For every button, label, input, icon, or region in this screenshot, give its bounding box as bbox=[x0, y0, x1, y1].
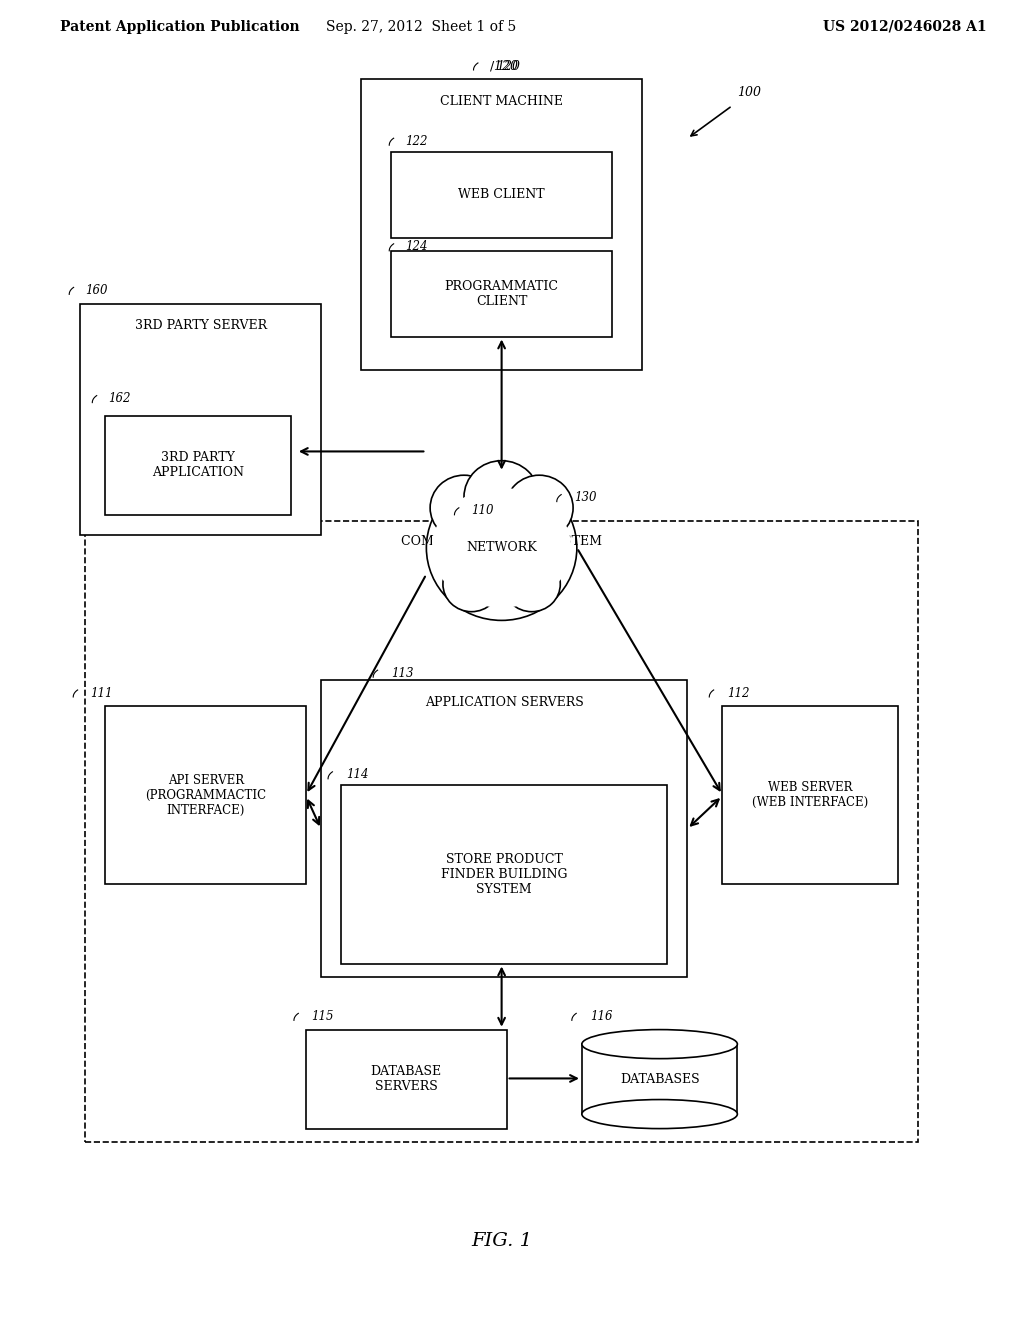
Text: 130: 130 bbox=[573, 491, 596, 504]
Text: NETWORK: NETWORK bbox=[466, 541, 537, 554]
FancyBboxPatch shape bbox=[306, 1030, 507, 1129]
Text: FIG. 1: FIG. 1 bbox=[471, 1232, 532, 1250]
Text: 120: 120 bbox=[497, 59, 520, 73]
FancyBboxPatch shape bbox=[80, 304, 322, 535]
Ellipse shape bbox=[426, 475, 577, 620]
Text: 116: 116 bbox=[590, 1010, 612, 1023]
Text: 3RD PARTY SERVER: 3RD PARTY SERVER bbox=[134, 319, 266, 333]
FancyBboxPatch shape bbox=[341, 785, 668, 964]
FancyBboxPatch shape bbox=[361, 79, 642, 370]
Text: APPLICATION SERVERS: APPLICATION SERVERS bbox=[425, 696, 584, 709]
Text: DATABASE
SERVERS: DATABASE SERVERS bbox=[371, 1065, 442, 1093]
Text: 160: 160 bbox=[85, 284, 108, 297]
Ellipse shape bbox=[443, 557, 500, 611]
Text: 3RD PARTY
APPLICATION: 3RD PARTY APPLICATION bbox=[153, 451, 244, 479]
Text: 110: 110 bbox=[471, 504, 494, 517]
FancyBboxPatch shape bbox=[322, 680, 687, 977]
Text: CLIENT MACHINE: CLIENT MACHINE bbox=[440, 95, 563, 108]
Text: COMMERCE SERVER SYSTEM: COMMERCE SERVER SYSTEM bbox=[401, 535, 602, 548]
Text: DATABASES: DATABASES bbox=[620, 1073, 699, 1085]
Text: API SERVER
(PROGRAMMACTIC
INTERFACE): API SERVER (PROGRAMMACTIC INTERFACE) bbox=[145, 774, 266, 817]
Text: 114: 114 bbox=[346, 768, 369, 781]
Ellipse shape bbox=[503, 557, 560, 611]
FancyBboxPatch shape bbox=[391, 152, 612, 238]
Ellipse shape bbox=[430, 475, 498, 541]
Ellipse shape bbox=[582, 1100, 737, 1129]
Text: PROGRAMMATIC
CLIENT: PROGRAMMATIC CLIENT bbox=[444, 280, 559, 308]
Text: US 2012/0246028 A1: US 2012/0246028 A1 bbox=[822, 20, 986, 34]
Ellipse shape bbox=[432, 488, 571, 607]
Text: 113: 113 bbox=[391, 667, 414, 680]
FancyBboxPatch shape bbox=[105, 706, 306, 884]
FancyBboxPatch shape bbox=[582, 1044, 737, 1114]
Text: 111: 111 bbox=[90, 686, 113, 700]
Text: $\mathsf{/}$120: $\mathsf{/}$120 bbox=[488, 58, 518, 73]
FancyBboxPatch shape bbox=[391, 251, 612, 337]
FancyBboxPatch shape bbox=[105, 416, 291, 515]
Text: 112: 112 bbox=[727, 686, 750, 700]
Text: 100: 100 bbox=[737, 86, 762, 99]
Text: Patent Application Publication: Patent Application Publication bbox=[60, 20, 300, 34]
Text: 115: 115 bbox=[311, 1010, 334, 1023]
Text: 162: 162 bbox=[109, 392, 131, 405]
Ellipse shape bbox=[464, 461, 540, 533]
Ellipse shape bbox=[582, 1030, 737, 1059]
FancyBboxPatch shape bbox=[722, 706, 898, 884]
Text: 124: 124 bbox=[406, 240, 428, 253]
Text: 122: 122 bbox=[406, 135, 428, 148]
Text: STORE PRODUCT
FINDER BUILDING
SYSTEM: STORE PRODUCT FINDER BUILDING SYSTEM bbox=[441, 853, 567, 896]
Text: WEB SERVER
(WEB INTERFACE): WEB SERVER (WEB INTERFACE) bbox=[752, 781, 868, 809]
Text: Sep. 27, 2012  Sheet 1 of 5: Sep. 27, 2012 Sheet 1 of 5 bbox=[327, 20, 516, 34]
Text: WEB CLIENT: WEB CLIENT bbox=[459, 189, 545, 201]
Ellipse shape bbox=[506, 475, 573, 541]
FancyBboxPatch shape bbox=[85, 521, 918, 1142]
